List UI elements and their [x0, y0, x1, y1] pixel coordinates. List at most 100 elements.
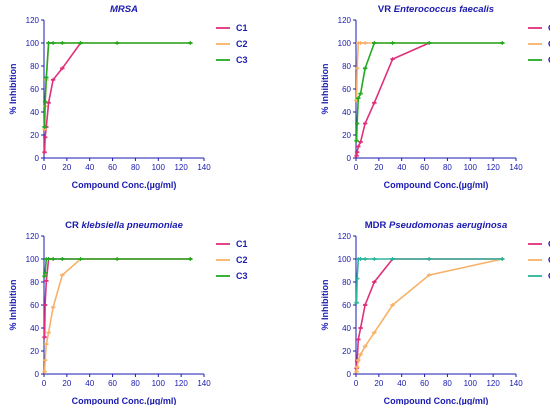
chart-title-prefix: CR — [65, 220, 81, 231]
x-tick-label: 0 — [42, 379, 47, 388]
series-line-c2 — [43, 42, 191, 130]
x-tick-label: 60 — [108, 379, 117, 388]
y-tick-label: 60 — [342, 301, 351, 310]
x-tick-label: 20 — [62, 163, 71, 172]
x-axis-label: Compound Conc.(µg/ml) — [72, 396, 177, 405]
legend-label-c3: C3 — [236, 271, 248, 281]
y-tick-label: 40 — [30, 324, 39, 333]
x-tick-label: 140 — [197, 163, 211, 172]
series-c2 — [354, 257, 505, 374]
chart-title-organism: klebsiella pneumoniae — [82, 220, 184, 231]
series-c2 — [42, 257, 193, 374]
y-tick-label: 20 — [342, 131, 351, 140]
series-line-c3 — [43, 42, 191, 128]
x-tick-label: 80 — [131, 163, 140, 172]
x-tick-label: 120 — [486, 379, 500, 388]
series-line-c2 — [43, 258, 191, 372]
y-tick-label: 80 — [342, 278, 351, 287]
series-c2 — [354, 41, 505, 103]
y-tick-label: 40 — [342, 108, 351, 117]
chart-panel-3: CR klebsiella pneumoniae 0 20 40 60 80 100 120 0… — [8, 220, 248, 405]
legend-label-c1: C1 — [236, 23, 248, 33]
legend-label-c1: C1 — [548, 23, 550, 33]
series-c1 — [42, 257, 193, 340]
x-tick-label: 120 — [174, 379, 188, 388]
x-tick-label: 120 — [486, 163, 500, 172]
chart-title: CR klebsiella pneumoniae — [65, 220, 183, 231]
legend-label-c3: C3 — [548, 55, 550, 65]
x-axis-label: Compound Conc.(µg/ml) — [72, 180, 177, 190]
x-tick-label: 60 — [420, 163, 429, 172]
y-tick-label: 80 — [30, 62, 39, 71]
legend-label-c1: C1 — [548, 239, 550, 249]
x-tick-label: 40 — [85, 163, 94, 172]
y-tick-label: 0 — [35, 154, 40, 163]
chart-title-organism: MRSA — [110, 4, 138, 15]
series-c3 — [354, 41, 505, 143]
y-tick-label: 20 — [30, 347, 39, 356]
y-tick-label: 20 — [30, 131, 39, 140]
series-c3 — [354, 257, 505, 305]
chart-title-prefix: VR — [378, 4, 394, 15]
x-tick-label: 0 — [42, 163, 47, 172]
legend-label-c3: C3 — [548, 271, 550, 281]
legend-label-c2: C2 — [548, 255, 550, 265]
x-tick-label: 100 — [152, 163, 166, 172]
legend-label-c2: C2 — [236, 255, 248, 265]
y-tick-label: 20 — [342, 347, 351, 356]
x-tick-label: 60 — [108, 163, 117, 172]
x-tick-label: 40 — [397, 379, 406, 388]
x-axis-label: Compound Conc.(µg/ml) — [384, 396, 489, 405]
y-tick-label: 120 — [338, 16, 352, 25]
series-c2 — [42, 41, 193, 132]
x-tick-label: 100 — [152, 379, 166, 388]
x-tick-label: 20 — [62, 379, 71, 388]
x-tick-label: 80 — [443, 379, 452, 388]
series-line-c3 — [355, 258, 503, 303]
series-line-c1 — [43, 42, 82, 153]
y-tick-label: 60 — [30, 85, 39, 94]
chart-title-prefix: MDR — [365, 220, 389, 231]
x-tick-label: 80 — [131, 379, 140, 388]
y-tick-label: 60 — [342, 85, 351, 94]
y-tick-label: 40 — [30, 108, 39, 117]
y-tick-label: 80 — [30, 278, 39, 287]
y-tick-label: 120 — [26, 232, 40, 241]
series-c3 — [42, 41, 193, 129]
legend-label-c2: C2 — [236, 39, 248, 49]
x-axis-label: Compound Conc.(µg/ml) — [384, 180, 489, 190]
x-tick-label: 40 — [85, 379, 94, 388]
y-tick-label: 120 — [26, 16, 40, 25]
y-axis-label: % Inhibition — [320, 280, 330, 331]
x-tick-label: 60 — [420, 379, 429, 388]
y-axis-label: % Inhibition — [320, 64, 330, 115]
y-tick-label: 60 — [30, 301, 39, 310]
legend-label-c3: C3 — [236, 55, 248, 65]
series-c1 — [354, 41, 432, 158]
y-tick-label: 0 — [35, 370, 40, 379]
chart-panel-2: VR Enterococcus faecalis 0 20 40 60 80 100 120 0… — [320, 4, 550, 190]
x-tick-label: 120 — [174, 163, 188, 172]
y-tick-label: 0 — [347, 154, 352, 163]
chart-title: VR Enterococcus faecalis — [378, 4, 494, 15]
chart-title: MRSA — [110, 4, 138, 15]
x-tick-label: 0 — [354, 379, 359, 388]
y-tick-label: 100 — [26, 39, 40, 48]
x-tick-label: 40 — [397, 163, 406, 172]
y-axis-label: % Inhibition — [8, 280, 18, 331]
y-tick-label: 120 — [338, 232, 352, 241]
y-tick-label: 100 — [26, 255, 40, 264]
series-line-c3 — [43, 258, 191, 277]
y-axis-label: % Inhibition — [8, 64, 18, 115]
chart-panel-4: MDR Pseudomonas aeruginosa 0 20 40 60 80 100 12… — [320, 220, 550, 405]
chart-panel-1: MRSA 0 20 40 60 80 100 120 0 20 40 60 80 100 120 140 Com… — [8, 4, 248, 190]
series-c3 — [42, 257, 193, 279]
x-tick-label: 100 — [464, 379, 478, 388]
y-tick-label: 40 — [342, 324, 351, 333]
x-tick-label: 140 — [509, 163, 523, 172]
chart-title-organism: Enterococcus faecalis — [394, 4, 494, 15]
y-tick-label: 100 — [338, 39, 352, 48]
y-tick-label: 100 — [338, 255, 352, 264]
x-tick-label: 0 — [354, 163, 359, 172]
